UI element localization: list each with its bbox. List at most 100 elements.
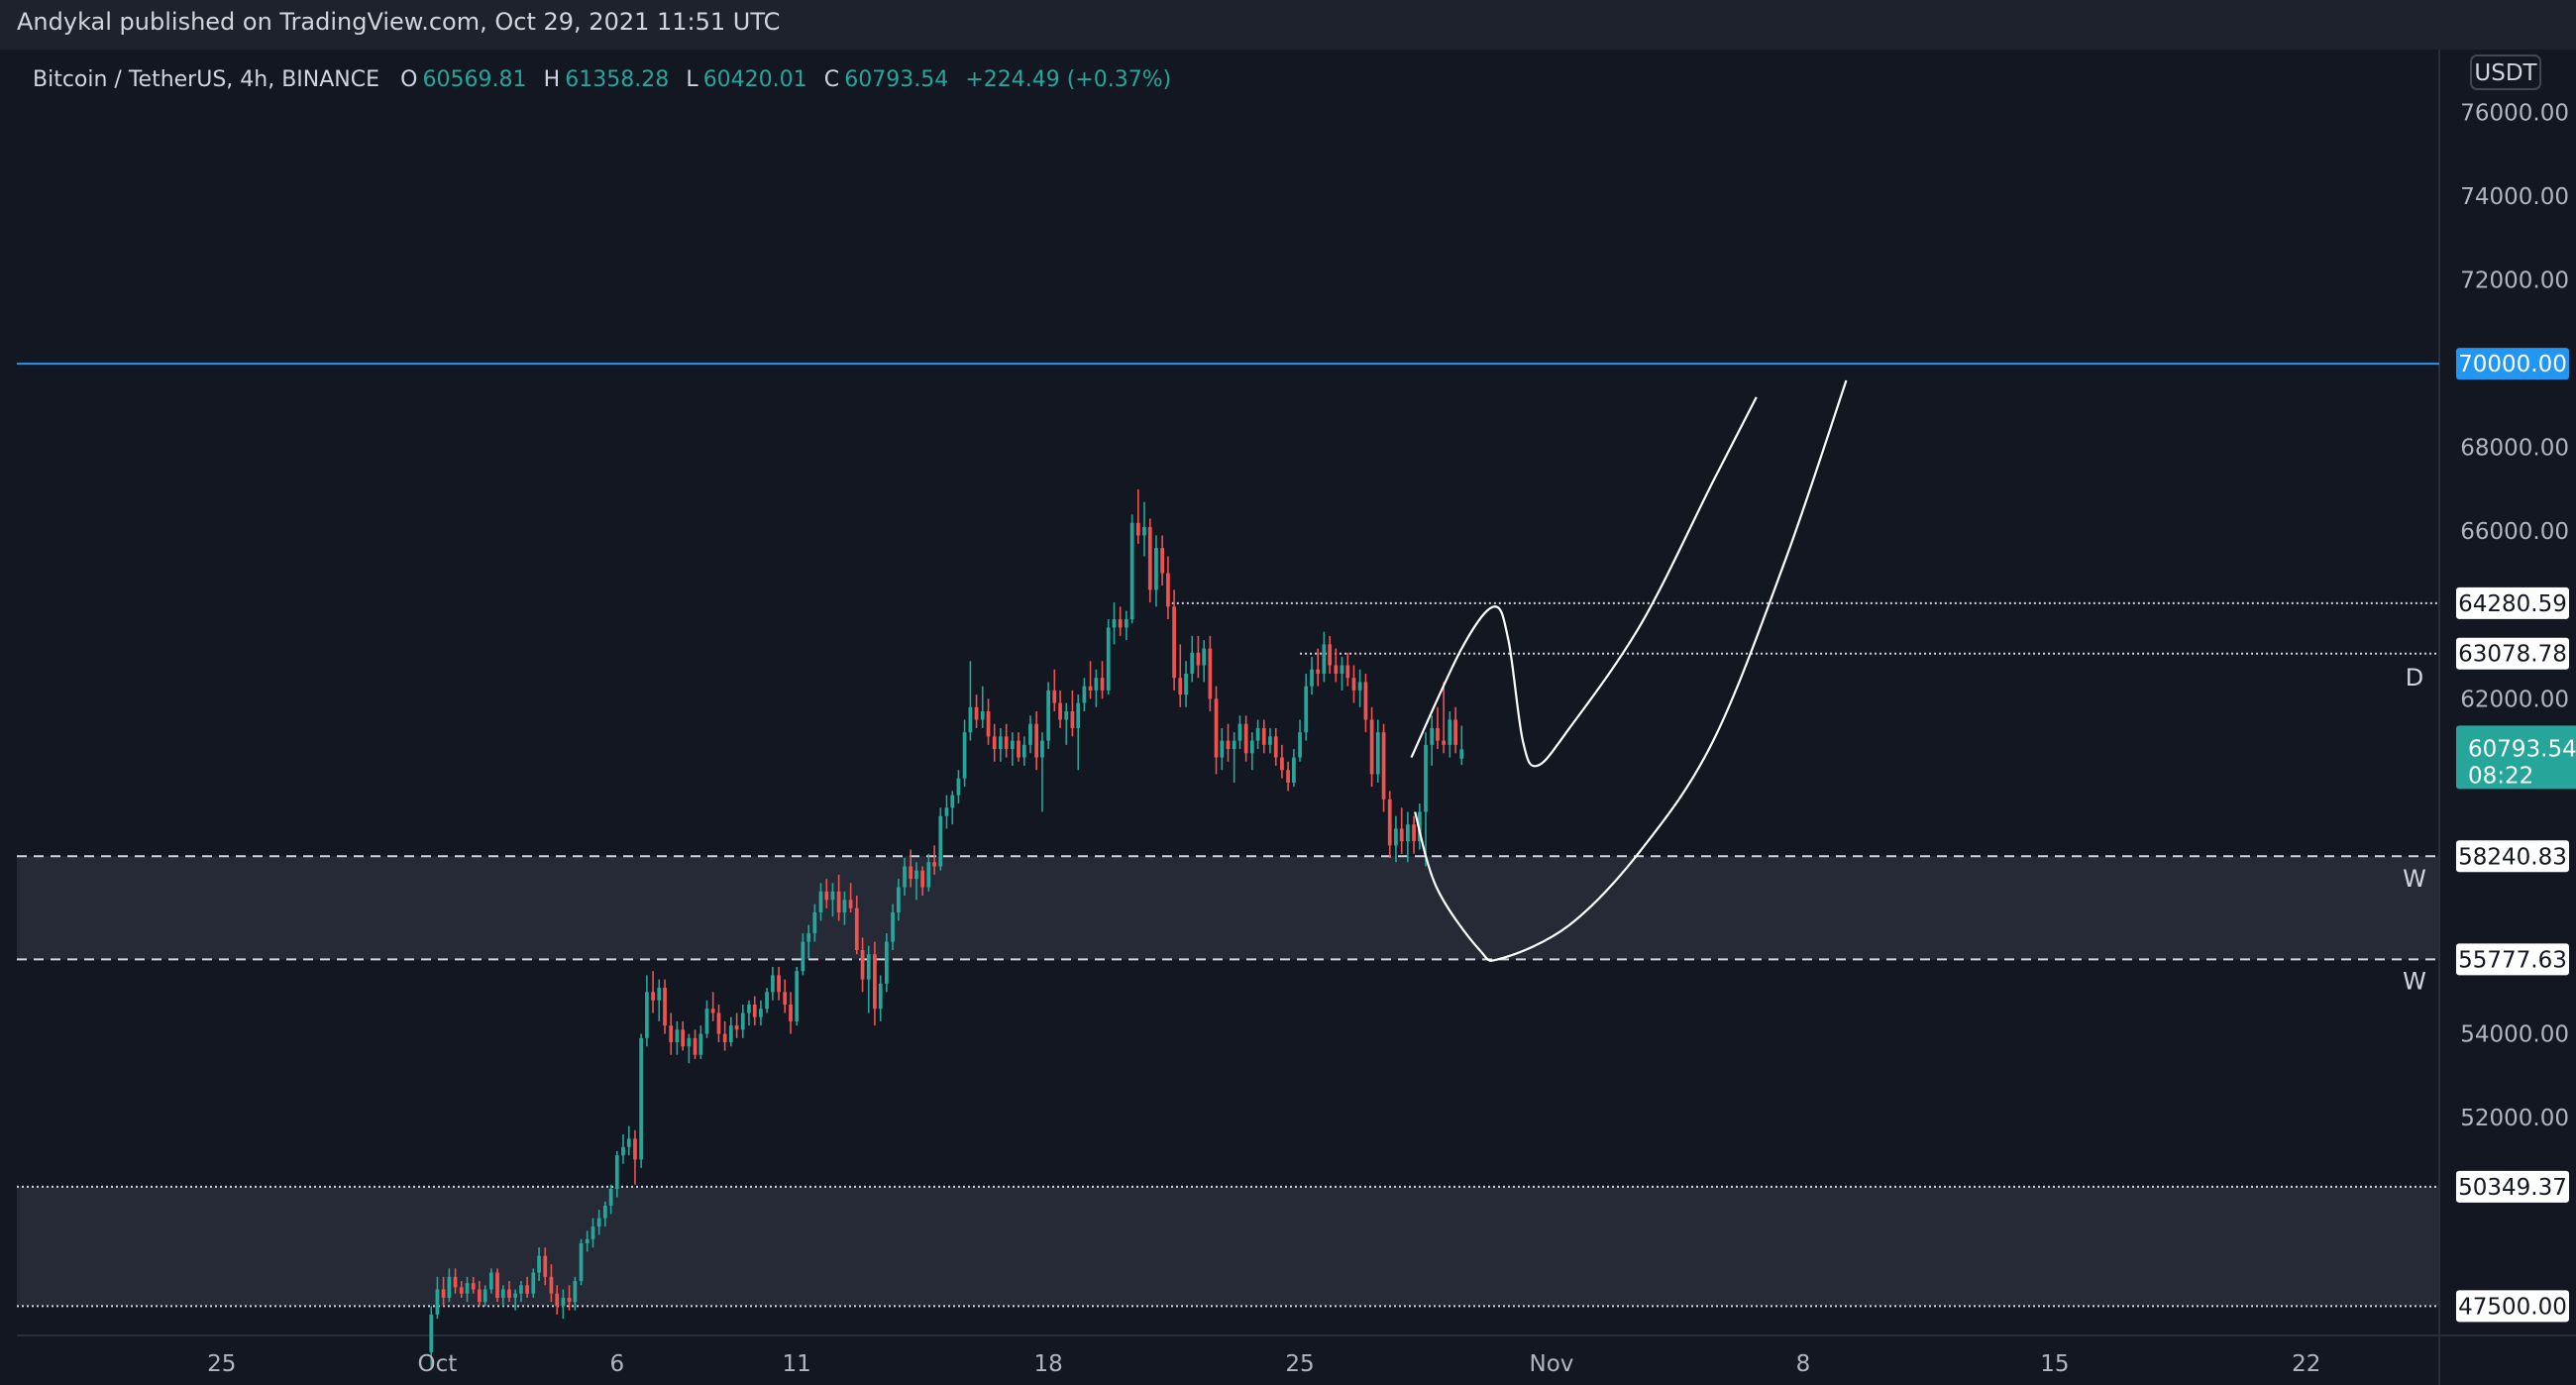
candle bbox=[1310, 657, 1314, 695]
candle bbox=[1076, 694, 1081, 771]
current-price-value: 60793.54 bbox=[2468, 736, 2576, 762]
price-label-box[interactable] bbox=[2456, 586, 2569, 619]
candle bbox=[483, 1285, 487, 1307]
candle-body bbox=[950, 795, 955, 808]
candle bbox=[1334, 648, 1339, 683]
candle bbox=[1202, 640, 1207, 683]
candle bbox=[1190, 635, 1195, 683]
candle bbox=[836, 874, 841, 921]
candle-body bbox=[525, 1285, 529, 1294]
candle-body bbox=[1298, 732, 1302, 758]
candle bbox=[1010, 732, 1015, 766]
price-label-box[interactable] bbox=[2456, 348, 2569, 380]
price-label[interactable]: 64280.59 bbox=[2456, 586, 2569, 619]
candle bbox=[1147, 518, 1152, 603]
candle-body bbox=[1160, 548, 1164, 574]
chart-frame[interactable]: 76000.00 74000.00 72000.00 68000.00 66000.00… bbox=[17, 50, 2576, 1385]
price-label-box[interactable] bbox=[2456, 840, 2569, 873]
candle bbox=[1280, 744, 1284, 779]
candle bbox=[1424, 732, 1428, 867]
y-tick-label: 52000.00 bbox=[2460, 1106, 2569, 1131]
price-label[interactable]: 55777.63 bbox=[2456, 943, 2569, 976]
price-chart[interactable]: 76000.00 74000.00 72000.00 68000.00 66000.00… bbox=[17, 50, 2576, 1385]
candle-body bbox=[1357, 682, 1362, 691]
candle-body bbox=[920, 870, 925, 888]
candle bbox=[1017, 732, 1020, 762]
candle bbox=[801, 933, 805, 976]
candle bbox=[633, 1129, 637, 1185]
candle-body bbox=[1328, 644, 1333, 666]
candle-body bbox=[926, 862, 931, 888]
candle-body bbox=[1094, 678, 1099, 691]
currency-button[interactable]: USDT bbox=[2470, 54, 2541, 90]
price-label-text: 70000.00 bbox=[2458, 352, 2567, 377]
candle bbox=[878, 975, 883, 1021]
candle bbox=[519, 1281, 523, 1303]
candle-body bbox=[740, 1012, 745, 1030]
candle bbox=[747, 1000, 751, 1026]
candle bbox=[645, 975, 649, 1047]
candle bbox=[722, 1020, 727, 1051]
candle bbox=[980, 686, 985, 728]
candle bbox=[1064, 702, 1069, 745]
candle bbox=[1357, 669, 1362, 707]
candle bbox=[956, 770, 961, 804]
plot-area[interactable] bbox=[17, 50, 2439, 1335]
y-tick-label: 66000.00 bbox=[2460, 519, 2569, 545]
candle-body bbox=[663, 988, 667, 1026]
candle bbox=[1448, 711, 1452, 758]
candle bbox=[1243, 715, 1248, 762]
price-label[interactable]: 47500.00 bbox=[2456, 1290, 2569, 1323]
candle-body bbox=[567, 1297, 572, 1303]
candle bbox=[1453, 706, 1458, 754]
candle bbox=[590, 1218, 595, 1248]
candle bbox=[1375, 719, 1380, 783]
candle-body bbox=[710, 1009, 715, 1013]
candle bbox=[1394, 815, 1398, 863]
candle bbox=[1430, 715, 1435, 766]
side-label: W bbox=[2403, 968, 2426, 996]
legend: Bitcoin / TetherUS, 4h, BINANCE O 60569.… bbox=[33, 67, 1171, 92]
drawing-path-b[interactable] bbox=[1414, 379, 1848, 962]
candle bbox=[1214, 686, 1219, 775]
candle bbox=[639, 1033, 643, 1168]
price-label-box[interactable] bbox=[2456, 637, 2569, 670]
candle bbox=[573, 1276, 578, 1311]
candle-body bbox=[1178, 678, 1183, 695]
currency-button-frame[interactable] bbox=[2470, 54, 2541, 90]
candle bbox=[998, 727, 1003, 762]
price-label[interactable]: 50349.37 bbox=[2456, 1170, 2569, 1203]
candle bbox=[1135, 488, 1140, 544]
currency-button-label[interactable]: USDT bbox=[2474, 60, 2537, 86]
candle bbox=[704, 1000, 709, 1038]
candle bbox=[789, 992, 793, 1034]
price-label[interactable]: 63078.78 bbox=[2456, 637, 2569, 670]
y-tick-label: 68000.00 bbox=[2460, 436, 2569, 462]
price-label[interactable]: 70000.00 bbox=[2456, 348, 2569, 380]
price-label-box[interactable] bbox=[2456, 943, 2569, 976]
candle-body bbox=[1387, 799, 1392, 846]
candle bbox=[513, 1289, 518, 1311]
candle bbox=[1399, 807, 1404, 854]
price-label[interactable]: 58240.83 bbox=[2456, 840, 2569, 873]
candle bbox=[525, 1276, 529, 1298]
candle bbox=[1052, 669, 1057, 712]
candle bbox=[1106, 619, 1111, 695]
candle bbox=[441, 1276, 446, 1307]
drawing-path-a[interactable] bbox=[1410, 396, 1758, 768]
candle bbox=[608, 1184, 613, 1215]
candle-body bbox=[608, 1189, 613, 1206]
candle bbox=[1178, 644, 1183, 707]
x-tick-label: 6 bbox=[609, 1351, 624, 1377]
candle-body bbox=[543, 1255, 548, 1277]
candle bbox=[842, 891, 847, 925]
candle bbox=[944, 795, 949, 829]
price-axis[interactable] bbox=[2439, 50, 2576, 1335]
candle-body bbox=[830, 891, 835, 901]
candle bbox=[1351, 665, 1356, 703]
candle-body bbox=[1147, 526, 1152, 590]
price-label-text: 47500.00 bbox=[2458, 1294, 2567, 1320]
candle-body bbox=[1268, 736, 1272, 745]
price-label-box[interactable] bbox=[2456, 1290, 2569, 1323]
price-label-box[interactable] bbox=[2456, 1170, 2569, 1203]
